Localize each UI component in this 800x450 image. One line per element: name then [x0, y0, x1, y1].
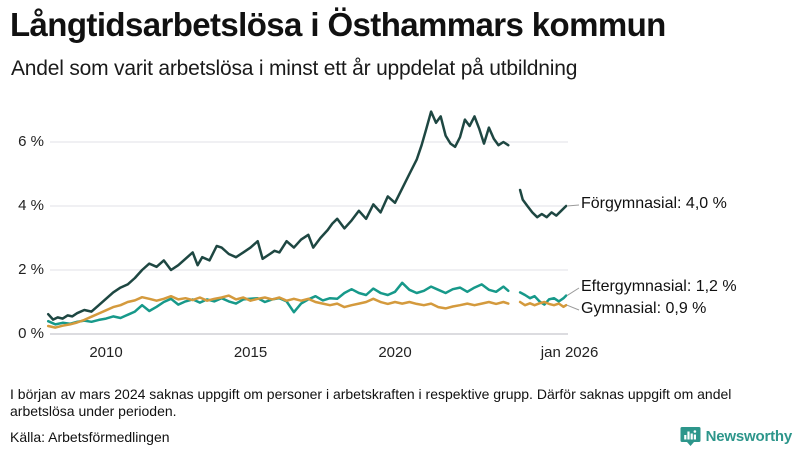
newsworthy-brand: Newsworthy	[680, 426, 792, 447]
chart-footnote: I början av mars 2024 saknas uppgift om …	[10, 386, 732, 419]
leader-lines	[566, 204, 580, 311]
newsworthy-brand-text: Newsworthy	[705, 428, 793, 445]
source-attribution: Källa: Arbetsförmedlingen	[10, 429, 170, 445]
series-lines	[46, 110, 568, 329]
y-tick-0: 0 %	[18, 325, 44, 342]
x-tick-2020: 2020	[378, 344, 412, 361]
page-title: Långtidsarbetslösa i Östhammars kommun	[10, 6, 666, 43]
series-label-forgymnasial: Förgymnasial: 4,0 %	[581, 195, 727, 212]
y-tick-6: 6 %	[18, 133, 44, 150]
y-tick-4: 4 %	[18, 197, 44, 214]
newsworthy-logo-icon	[680, 427, 701, 446]
y-tick-2: 2 %	[18, 261, 44, 278]
x-tick-2015: 2015	[233, 344, 268, 361]
x-tick-jan-2026: jan 2026	[540, 344, 599, 361]
series-label-eftergymnasial: Eftergymnasial: 1,2 %	[581, 278, 737, 295]
series-label-gymnasial: Gymnasial: 0,9 %	[581, 300, 707, 317]
page-subtitle: Andel som varit arbetslösa i minst ett å…	[11, 57, 578, 80]
x-tick-2010: 2010	[89, 344, 123, 361]
gridlines	[50, 141, 568, 335]
